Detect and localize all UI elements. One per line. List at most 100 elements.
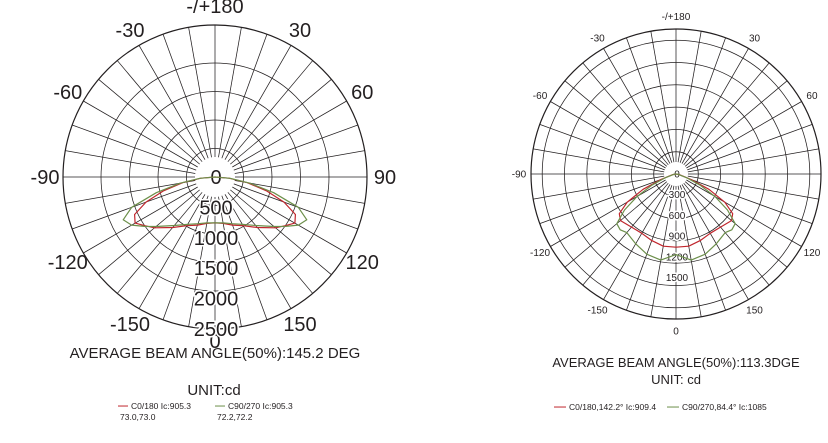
angle-label: 0 xyxy=(673,327,679,338)
grid-spoke xyxy=(83,100,198,168)
angle-label: 30 xyxy=(289,20,311,42)
grid-spoke xyxy=(684,80,788,167)
unit-label: UNIT: cd xyxy=(651,372,701,387)
grid-spoke xyxy=(230,79,332,165)
legend-note: 73.0,73.0 xyxy=(120,412,156,422)
grid-spoke xyxy=(564,80,668,167)
grid-spoke xyxy=(227,192,313,294)
unit-label: UNIT:cd xyxy=(187,382,240,399)
radial-tick-label: 900 xyxy=(669,232,686,243)
grid-spoke xyxy=(117,192,203,294)
angle-label: -90 xyxy=(512,170,527,181)
grid-spoke xyxy=(162,34,209,159)
grid-spoke xyxy=(188,196,212,327)
series-curve-1 xyxy=(616,173,736,261)
grid-spoke xyxy=(564,181,668,268)
legend-label: C90/270 Ic:905.3 xyxy=(228,401,293,411)
beam-angle-label: AVERAGE BEAM ANGLE(50%):113.3DGE xyxy=(552,355,800,370)
grid-spoke xyxy=(686,179,802,247)
grid-spoke xyxy=(98,189,200,275)
grid-spoke xyxy=(550,101,666,169)
grid-spoke xyxy=(65,150,196,174)
grid-spoke xyxy=(218,196,242,327)
angle-label: 60 xyxy=(351,82,373,104)
grid-spoke xyxy=(232,186,347,254)
grid-spoke xyxy=(83,186,198,254)
angle-label: -/+180 xyxy=(186,0,243,18)
grid-spoke xyxy=(683,182,770,286)
radial-tick-label: 2500 xyxy=(194,319,239,341)
grid-spoke xyxy=(684,181,788,268)
grid-spoke xyxy=(582,182,669,286)
grid-spoke xyxy=(230,189,332,275)
angle-label: 0 xyxy=(209,331,220,353)
angle-label: 90 xyxy=(374,167,396,189)
radial-tick-label: 300 xyxy=(669,190,686,201)
grid-spoke xyxy=(603,48,671,164)
angle-label: -90 xyxy=(31,167,60,189)
grid-spoke xyxy=(603,184,671,300)
grid-spoke xyxy=(98,79,200,165)
angle-label: -30 xyxy=(116,20,145,42)
angle-label: -30 xyxy=(590,34,605,45)
grid-spoke xyxy=(188,27,212,158)
grid-spoke xyxy=(224,194,292,309)
radial-tick-label: 0 xyxy=(674,170,680,181)
radial-tick-label: 0 xyxy=(210,167,221,189)
grid-spoke xyxy=(234,150,365,174)
grid-spoke xyxy=(626,185,673,311)
grid-spoke xyxy=(117,60,203,162)
grid-spoke xyxy=(65,180,196,204)
radial-tick-label: 1500 xyxy=(194,258,239,280)
radial-tick-label: 500 xyxy=(199,197,232,219)
grid-spoke xyxy=(679,185,726,311)
angle-label: 30 xyxy=(749,34,761,45)
legend-label: C90/270,84.4° Ic:1085 xyxy=(682,402,767,412)
angle-label: 150 xyxy=(283,314,316,336)
radial-tick-label: 2000 xyxy=(194,289,239,311)
grid-spoke xyxy=(679,37,726,163)
legend-note: 72.2,72.2 xyxy=(217,412,253,422)
grid-spoke xyxy=(582,62,669,166)
angle-label: 60 xyxy=(806,91,818,102)
grid-spoke xyxy=(683,62,770,166)
grid-spoke xyxy=(550,179,666,247)
legend-label: C0/180 Ic:905.3 xyxy=(131,401,191,411)
grid-spoke xyxy=(687,177,813,224)
radial-tick-label: 1200 xyxy=(666,252,689,263)
angle-label: -120 xyxy=(530,248,550,259)
grid-spoke xyxy=(677,31,702,163)
grid-spoke xyxy=(687,124,813,171)
grid-spoke xyxy=(677,185,702,317)
grid-spoke xyxy=(650,185,675,317)
legend-label: C0/180,142.2° Ic:909.4 xyxy=(569,402,656,412)
grid-spoke xyxy=(533,148,665,173)
angle-label: 120 xyxy=(804,248,821,259)
series-curve-1 xyxy=(122,176,308,228)
grid-spoke xyxy=(218,27,242,158)
grid-spoke xyxy=(533,175,665,200)
angle-label: -60 xyxy=(53,82,82,104)
grid-spoke xyxy=(626,37,673,163)
angle-label: -/+180 xyxy=(662,12,691,23)
grid-spoke xyxy=(138,194,206,309)
angle-label: 150 xyxy=(746,305,763,316)
grid-spoke xyxy=(72,124,197,171)
grid-spoke xyxy=(162,195,209,320)
grid-spoke xyxy=(681,184,749,300)
grid-spoke xyxy=(221,34,268,159)
grid-spoke xyxy=(687,175,819,200)
angle-label: -120 xyxy=(48,252,88,274)
grid-spoke xyxy=(650,31,675,163)
angle-label: -60 xyxy=(533,91,548,102)
grid-spoke xyxy=(233,124,358,171)
angle-label: -150 xyxy=(110,314,150,336)
grid-spoke xyxy=(221,195,268,320)
beam-angle-label: AVERAGE BEAM ANGLE(50%):145.2 DEG xyxy=(70,345,361,362)
grid-spoke xyxy=(687,148,819,173)
grid-spoke xyxy=(138,45,206,160)
angle-label: 120 xyxy=(346,252,379,274)
grid-spoke xyxy=(681,48,749,164)
grid-spoke xyxy=(539,177,665,224)
